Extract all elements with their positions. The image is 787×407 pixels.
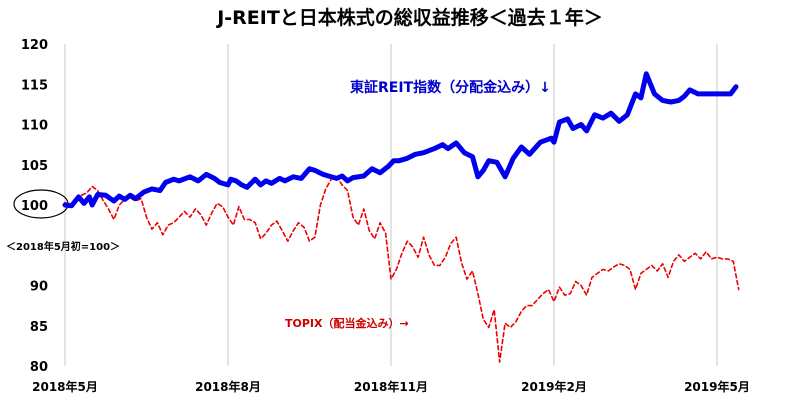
x-tick-label: 2018年5月 <box>32 379 98 394</box>
chart-title: J-REITと日本株式の総収益推移＜過去１年＞ <box>215 6 603 29</box>
y-tick-label: 120 <box>21 38 48 53</box>
y-tick-label: 110 <box>21 119 48 134</box>
y-tick-label: 105 <box>21 159 48 174</box>
x-tick-label: 2019年2月 <box>521 379 587 394</box>
topix-series-label: TOPIX（配当金込み）→ <box>285 316 409 330</box>
y-tick-label: 100 <box>21 199 48 214</box>
reit-series-label: 東証REIT指数（分配金込み）↓ <box>350 79 551 96</box>
reit-series-line <box>62 71 739 209</box>
y-tick-label: 85 <box>30 320 48 335</box>
base-note: ＜2018年5月初=100＞ <box>6 240 120 253</box>
x-tick-label: 2019年5月 <box>684 379 750 394</box>
x-tick-label: 2018年8月 <box>195 379 261 394</box>
series-layer <box>62 71 740 363</box>
topix-series-line <box>64 176 740 363</box>
y-tick-label: 80 <box>30 360 48 375</box>
y-axis: 120 115 110 105 100 90 85 80 <box>21 38 48 375</box>
y-tick-label: 115 <box>21 78 48 93</box>
y-tick-label: 90 <box>30 280 48 295</box>
x-axis: 2018年5月 2018年8月 2018年11月 2019年2月 2019年5月 <box>32 379 750 394</box>
grid-lines <box>64 44 718 366</box>
x-tick-label: 2018年11月 <box>354 379 428 394</box>
